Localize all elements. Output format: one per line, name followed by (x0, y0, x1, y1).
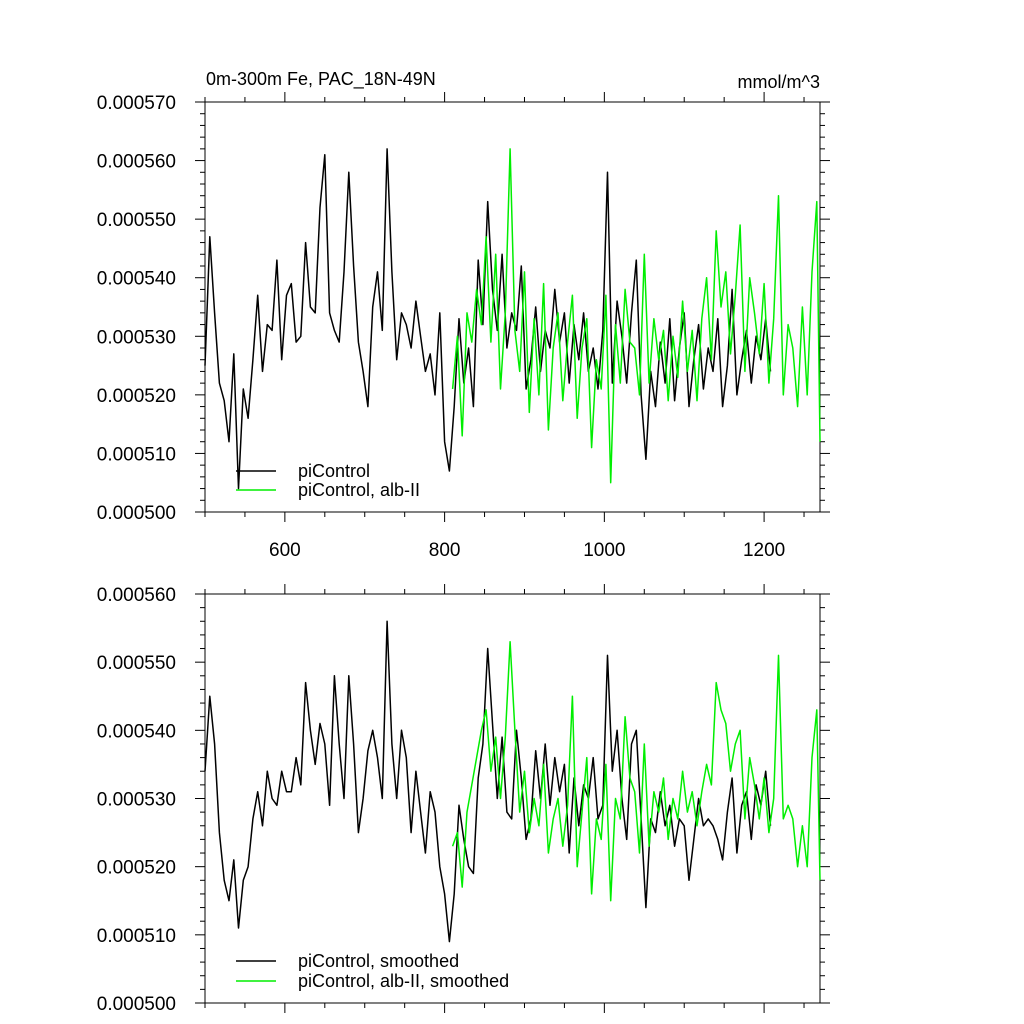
y-tick-label: 0.000550 (97, 210, 176, 231)
legend-label-picontrol: piControl (298, 461, 370, 481)
y-tick-label: 0.000530 (97, 327, 176, 348)
top-chart-frame (204, 101, 821, 513)
y-tick-label: 0.000520 (97, 386, 176, 407)
x-tick-label: 600 (269, 540, 301, 561)
y-tick-label: 0.000510 (97, 444, 176, 465)
x-tick-label: 1200 (743, 540, 785, 561)
y-tick-label: 0.000560 (97, 585, 176, 606)
bottom-chart-legend: piControl, smoothed piControl, alb-II, s… (236, 951, 509, 991)
bottom-chart: 0.000500 0.000510 0.000520 0.000530 0.000540… (97, 584, 830, 1015)
bottom-series-line-picontrol-alb-ii-smoothed (451, 640, 821, 902)
top-chart-legend: piControl piControl, alb-II (236, 461, 420, 500)
y-tick-label: 0.000500 (97, 503, 176, 524)
y-tick-label: 0.000540 (97, 721, 176, 742)
top-chart-series (204, 148, 821, 490)
legend-label-picontrol-alb-ii-smoothed: piControl, alb-II, smoothed (298, 971, 509, 991)
legend-label-picontrol-smoothed: piControl, smoothed (298, 951, 459, 971)
y-tick-label: 0.000510 (97, 926, 176, 947)
top-series-line-picontrol (204, 148, 772, 490)
top-chart-ticks: 0.000500 0.000510 0.000520 0.000530 0.000540… (97, 92, 830, 561)
top-chart: 0m-300m Fe, PAC_18N-49N mmol/m^3 0.00050… (97, 69, 830, 561)
x-tick-label: 800 (429, 540, 461, 561)
top-series-line-picontrol-alb-ii (451, 148, 821, 484)
y-tick-label: 0.000520 (97, 858, 176, 879)
y-tick-label: 0.000540 (97, 269, 176, 290)
top-chart-units: mmol/m^3 (738, 72, 820, 92)
y-tick-label: 0.000550 (97, 653, 176, 674)
y-tick-label: 0.000560 (97, 152, 176, 173)
bottom-chart-ticks: 0.000500 0.000510 0.000520 0.000530 0.000540… (97, 584, 830, 1015)
y-tick-label: 0.000570 (97, 93, 176, 114)
bottom-series-line-picontrol-smoothed (204, 620, 772, 943)
legend-label-picontrol-alb-ii: piControl, alb-II (298, 480, 420, 500)
top-chart-title: 0m-300m Fe, PAC_18N-49N (206, 69, 436, 90)
y-tick-label: 0.000530 (97, 790, 176, 811)
x-tick-label: 1000 (583, 540, 625, 561)
bottom-chart-series (204, 620, 821, 943)
y-tick-label: 0.000500 (97, 994, 176, 1015)
